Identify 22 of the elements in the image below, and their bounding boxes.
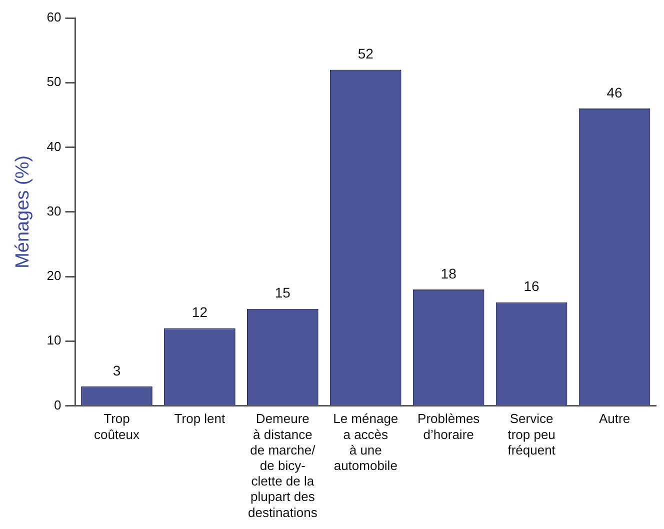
y-tick-label: 40 (46, 138, 62, 154)
data-label: 15 (274, 284, 291, 301)
x-tick-label: Demeure à distance de marche/ de bicy- clette de la plupart des destinations (248, 411, 318, 520)
x-tick-label: Trop coûteux (94, 411, 140, 442)
data-label: 3 (112, 362, 121, 378)
y-tick-label: 50 (46, 74, 62, 90)
data-label: 16 (524, 278, 540, 294)
data-label: 46 (606, 84, 623, 100)
x-tick-label: Problèmes d’horaire (418, 411, 480, 442)
y-tick-label: 0 (54, 397, 62, 412)
y-tick-label: 10 (46, 332, 62, 348)
data-label: 18 (440, 265, 457, 282)
x-tick-label: Le ménage a accès à une automobile (333, 411, 398, 473)
y-tick-label: 20 (46, 268, 62, 284)
y-tick-label: 60 (46, 10, 62, 25)
x-tick-label: Trop lent (174, 411, 226, 426)
y-axis-title: Ménages (%) (12, 155, 34, 268)
y-tick-label: 30 (46, 203, 62, 218)
data-label: 52 (358, 46, 374, 62)
x-tick-label: Autre (598, 411, 630, 426)
x-tick-label: Service trop peu fréquent (508, 411, 556, 458)
data-label: 12 (192, 304, 208, 320)
